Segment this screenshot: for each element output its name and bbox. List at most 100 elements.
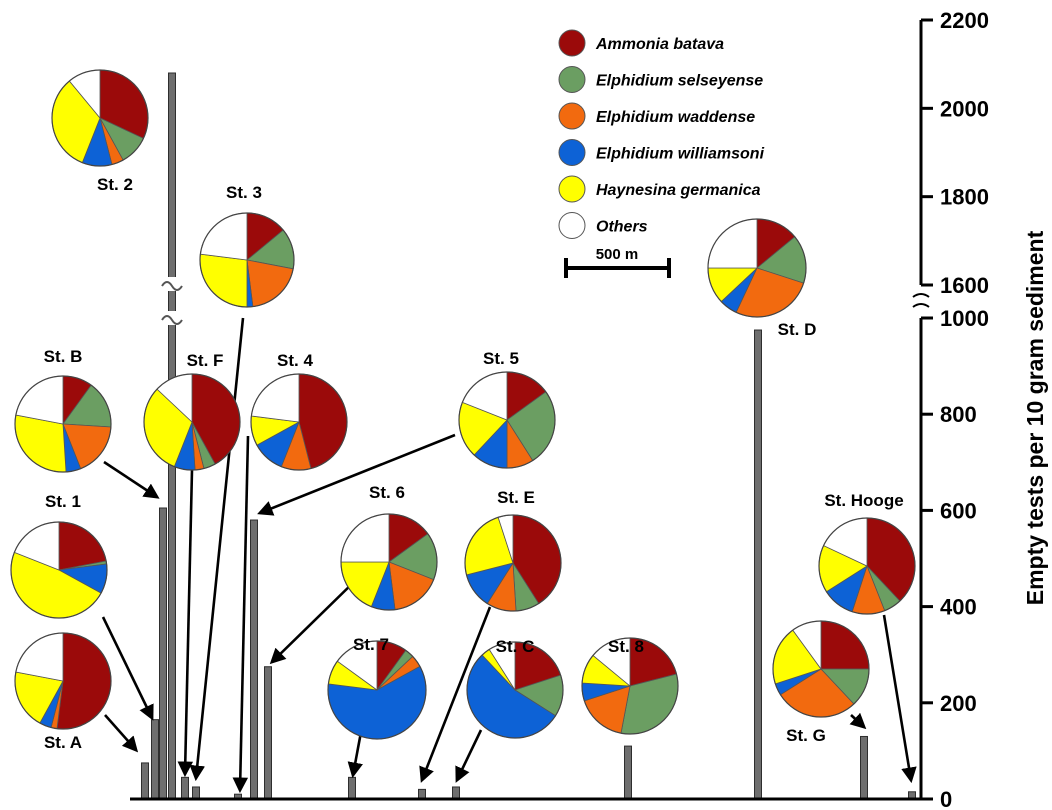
pie-chart [464,514,562,612]
pie-outline [772,620,870,718]
bar [264,666,272,800]
pie-outline [199,212,295,308]
pie-chart [143,373,241,471]
pie-chart [327,640,427,740]
bar [624,745,632,800]
legend-label: Elphidium selseyense [596,73,763,90]
legend-label: Elphidium williamsoni [596,146,765,163]
y-tick-label: 1800 [940,185,989,210]
pie-chart [250,373,348,471]
bar [181,776,189,800]
y-tick-label: 2200 [940,8,989,33]
legend: Ammonia batava Elphidium selseyense Elphid… [558,29,765,278]
pie-chart [458,371,556,469]
legend-swatch [558,175,586,203]
arrow [347,731,363,779]
arrow [849,712,867,730]
arrow [101,616,154,721]
pie-slice [820,620,870,670]
station-label: St. A [44,733,82,752]
pie-chart [772,620,870,718]
pie-outline [143,373,241,471]
bar [159,507,167,800]
pie-outline [10,521,108,619]
y-tick-label: 0 [940,787,952,810]
pie-chart [340,513,438,611]
pie-outline [14,375,112,473]
bar [141,762,149,800]
station-label: St. 3 [226,183,262,202]
bar [192,786,200,800]
station-label: St. 2 [97,175,133,194]
pie-outline [581,637,679,735]
pies: St. 2 St. 3 St. B St. F St. 4 St. 5 St. 1 St. A… [10,69,916,752]
arrow [232,435,250,794]
bar-break-mark [161,315,183,325]
bar-break-mark [161,281,183,291]
pie-outline [707,218,807,318]
y-tick-label: 800 [940,402,977,427]
station-label: St. F [187,351,224,370]
legend-swatch [558,212,586,239]
station-label: St. 1 [45,492,81,511]
y-tick-label: 600 [940,498,977,523]
pie-chart [466,641,564,739]
legend-swatch [558,139,586,166]
y-tick-label: 200 [940,691,977,716]
pie-outline [340,513,438,611]
pie-chart [51,69,149,167]
pie-outline [458,371,556,469]
station-label: St. 8 [608,637,644,656]
pie-outline [250,373,348,471]
pie-slice [250,373,300,423]
pie-outline [327,640,427,740]
y-tick-label: 1000 [940,306,989,331]
station-label: St. D [778,320,817,339]
station-label: St. E [497,488,535,507]
arrow [177,469,194,778]
axis-break-mark [912,293,930,308]
station-label: St. 6 [369,483,405,502]
pie-slice [340,513,390,563]
station-label: St. 4 [277,351,313,370]
station-label: St. G [786,726,826,745]
pie-slice [199,253,248,308]
pie-chart [10,521,108,619]
pie-outline [818,517,916,615]
pie-chart [707,218,807,318]
y-axis: 0 200 400 600 800 1000 1600 1800 2000 2200 [130,8,989,810]
pie-outline [14,632,112,730]
arrow [419,606,492,783]
bar [348,776,356,800]
pie-slice [707,218,758,269]
pie-chart [581,637,679,735]
arrow [189,317,245,782]
arrow [104,714,139,753]
pie-chart [14,632,112,730]
bar [754,329,762,800]
station-label: St. B [44,347,83,366]
arrow [269,577,359,665]
arrow [257,433,456,516]
arrow [882,614,917,784]
legend-label: Ammonia batava [595,36,724,53]
pie-chart [14,375,112,473]
bar [860,735,868,800]
arrows [101,317,917,794]
y-tick-label: 400 [940,595,977,620]
arrow [103,460,160,499]
arrow [455,729,483,783]
scale-bar-label: 500 m [596,246,639,263]
legend-label: Haynesina germanica [596,182,761,199]
pie-outline [51,69,149,167]
bar-break-gap [164,277,180,291]
station-label: St. Hooge [824,491,903,510]
y-tick-label: 1600 [940,273,989,298]
pie-slice [199,212,248,261]
pie-slice [56,632,112,730]
y-axis-title: Empty tests per 10 gram sediment [1022,230,1048,605]
station-label: St. 5 [483,349,519,368]
legend-label: Others [596,219,648,236]
pie-slice [14,414,67,473]
